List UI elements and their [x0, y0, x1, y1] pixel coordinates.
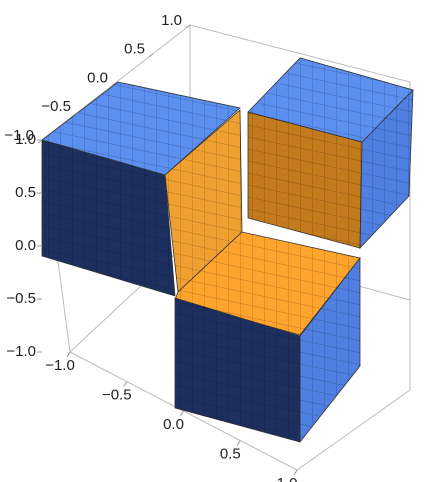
tick-label: −1.0 [6, 343, 36, 360]
tick-label: 0.5 [124, 41, 145, 58]
tick-label: 1.0 [161, 12, 182, 29]
tick-label: 0.0 [163, 416, 184, 433]
tick-mark [123, 381, 128, 387]
tick-mark [66, 351, 71, 358]
tick-label: −0.5 [41, 98, 71, 115]
tick-mark [148, 53, 154, 58]
tick-label: 0.0 [15, 237, 36, 254]
axis-ticks: −1.0−0.50.00.51.0−1.0−0.50.00.51.0−1.0−0… [4, 12, 297, 482]
tick-label: −0.5 [6, 290, 36, 307]
tick-label: 0.0 [87, 69, 108, 86]
tick-mark [293, 469, 298, 476]
tick-label: 0.5 [220, 445, 241, 462]
mesh-overlay [42, 58, 413, 442]
tick-label: 1.0 [277, 475, 298, 482]
tick-mark [185, 24, 191, 29]
tick-label: 0.5 [15, 184, 36, 201]
tick-mark [180, 410, 184, 417]
tick-label: −1.0 [45, 357, 75, 374]
tick-mark [236, 440, 241, 446]
tick-label: 1.0 [15, 131, 36, 148]
tick-label: −1.0 [4, 127, 34, 144]
tick-label: −0.5 [102, 386, 132, 403]
tick-mark [111, 82, 117, 86]
tick-mark [74, 110, 80, 115]
